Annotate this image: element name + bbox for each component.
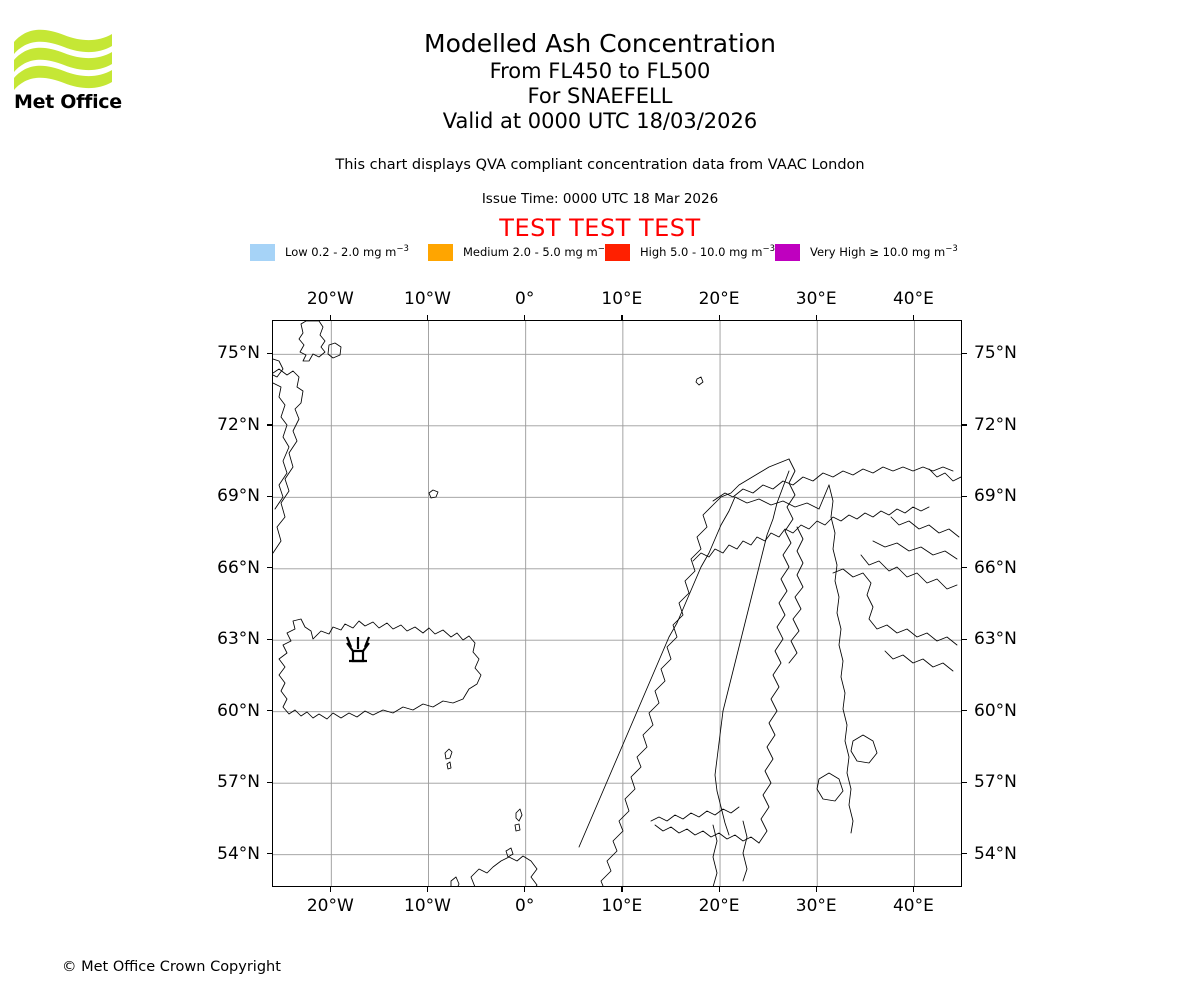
lon-label-bottom: 30°E (795, 896, 837, 916)
lat-tick-left (267, 424, 272, 426)
lon-label-top: 40°E (892, 289, 934, 309)
map-national-borders (578, 470, 854, 886)
lon-tick-top (912, 315, 915, 320)
lat-label-left: 72°N (217, 414, 260, 435)
lat-tick-right (962, 352, 967, 355)
lat-tick-left (267, 567, 272, 569)
title-valid-time: Valid at 0000 UTC 18/03/2026 (442, 109, 758, 133)
met-office-logo: Met Office (12, 28, 122, 118)
test-banner: TEST TEST TEST (499, 214, 701, 242)
page-title: Modelled Ash Concentration (424, 29, 776, 58)
lat-tick-right (962, 567, 967, 569)
title-volcano-name: For SNAEFELL (527, 84, 673, 108)
lat-label-left: 57°N (217, 772, 260, 793)
lat-tick-right (962, 638, 967, 640)
concentration-legend: Low 0.2 - 2.0 mg m−3 Medium 2.0 - 5.0 mg… (250, 241, 990, 263)
legend-item-high: High 5.0 - 10.0 mg m−3 (605, 241, 775, 263)
lon-label-bottom: 20°E (698, 896, 740, 916)
lon-tick-top (524, 315, 526, 320)
lon-tick-bottom (718, 887, 720, 892)
legend-label-very-high: Very High ≥ 10.0 mg m−3 (810, 243, 958, 259)
lon-label-top: 20°E (698, 289, 740, 309)
lat-label-right: 54°N (974, 843, 1017, 864)
lat-label-left: 66°N (217, 557, 260, 578)
map-coastlines (273, 321, 961, 886)
map-gridlines (273, 321, 961, 886)
chart-title-block: Modelled Ash Concentration From FL450 to… (0, 28, 1200, 134)
legend-swatch-low (250, 243, 275, 261)
lat-label-left: 54°N (217, 843, 260, 864)
met-office-waves-icon (14, 29, 112, 90)
legend-item-very-high: Very High ≥ 10.0 mg m−3 (775, 241, 958, 263)
lon-tick-bottom (621, 887, 623, 892)
lon-label-bottom: 40°E (892, 896, 934, 916)
copyright-notice: © Met Office Crown Copyright (62, 959, 281, 975)
lon-tick-top (426, 315, 429, 320)
legend-item-medium: Medium 2.0 - 5.0 mg m−3 (428, 241, 610, 263)
lat-label-right: 72°N (974, 414, 1017, 435)
lon-tick-bottom (524, 887, 526, 892)
lat-label-right: 69°N (974, 486, 1017, 507)
lon-tick-bottom (426, 887, 429, 892)
lat-label-right: 57°N (974, 772, 1017, 793)
lat-label-right: 63°N (974, 629, 1017, 650)
legend-label-high: High 5.0 - 10.0 mg m−3 (640, 243, 775, 259)
lon-tick-bottom (815, 887, 817, 892)
lon-label-bottom: 10°E (601, 896, 643, 916)
lon-tick-bottom (329, 887, 331, 892)
lon-tick-top (621, 315, 623, 320)
lon-label-top: 30°E (795, 289, 837, 309)
lon-tick-top (329, 315, 331, 320)
lon-tick-bottom (912, 887, 915, 892)
lat-tick-left (267, 495, 272, 497)
legend-item-low: Low 0.2 - 2.0 mg m−3 (250, 241, 409, 263)
lon-label-bottom: 20°W (306, 896, 354, 916)
lat-tick-right (962, 781, 967, 783)
title-flight-levels: From FL450 to FL500 (489, 59, 711, 83)
lat-label-right: 60°N (974, 700, 1017, 721)
map-plot-area (272, 320, 962, 887)
lat-label-right: 75°N (974, 343, 1017, 364)
legend-label-low: Low 0.2 - 2.0 mg m−3 (285, 243, 409, 259)
lat-tick-left (267, 638, 272, 640)
lat-label-left: 63°N (217, 629, 260, 650)
lon-label-top: 0° (515, 289, 535, 309)
lat-label-left: 60°N (217, 700, 260, 721)
lon-tick-top (718, 315, 720, 320)
lat-tick-left (267, 853, 272, 855)
lon-label-bottom: 10°W (404, 896, 451, 916)
lat-tick-left (267, 352, 272, 355)
legend-label-medium: Medium 2.0 - 5.0 mg m−3 (463, 243, 611, 259)
lat-tick-left (267, 781, 272, 783)
lon-label-top: 10°W (404, 289, 451, 309)
lat-tick-right (962, 853, 967, 855)
legend-swatch-medium (428, 243, 453, 261)
lon-label-bottom: 0° (515, 896, 535, 916)
volcano-marker-snaefell (345, 636, 371, 663)
issue-time: Issue Time: 0000 UTC 18 Mar 2026 (481, 191, 719, 207)
lat-label-left: 69°N (217, 486, 260, 507)
lat-label-left: 75°N (217, 343, 260, 364)
lat-tick-right (962, 424, 967, 426)
qva-note: This chart displays QVA compliant concen… (335, 157, 865, 173)
lat-tick-left (267, 710, 272, 712)
lat-tick-right (962, 495, 967, 497)
lon-tick-top (815, 315, 817, 320)
legend-swatch-very-high (775, 243, 800, 261)
lat-tick-right (962, 710, 967, 712)
map-canvas (273, 321, 961, 886)
lon-label-top: 10°E (601, 289, 643, 309)
lon-label-top: 20°W (306, 289, 354, 309)
met-office-wordmark: Met Office (14, 91, 122, 113)
legend-swatch-high (605, 243, 630, 261)
lat-label-right: 66°N (974, 557, 1017, 578)
